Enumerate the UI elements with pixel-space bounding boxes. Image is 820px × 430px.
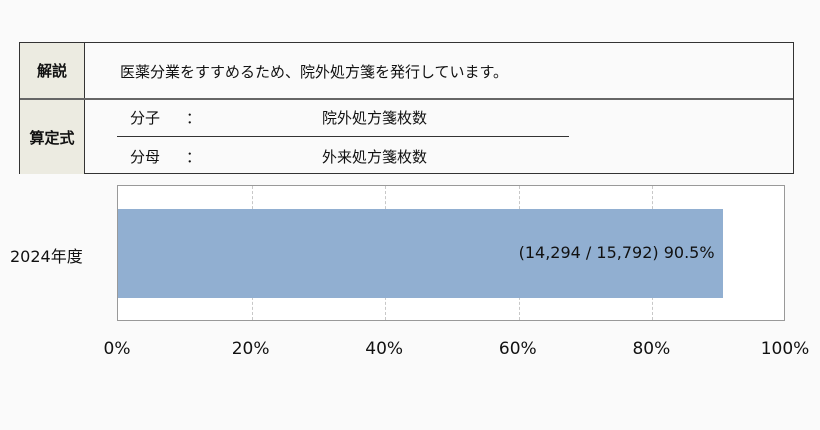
bar-2024 <box>118 209 723 298</box>
row-divider <box>20 98 793 100</box>
x-tick-label: 0% <box>103 339 131 359</box>
numerator-label: 分子 <box>130 109 161 127</box>
numerator-text: 院外処方箋枚数 <box>322 109 428 127</box>
formula-label: 算定式 <box>20 100 85 174</box>
x-tick-label: 60% <box>498 339 537 359</box>
indicator-table: 解説 医薬分業をすすめるため、院外処方箋を発行しています。 算定式 分子 ： 院… <box>19 42 794 174</box>
category-label: 2024年度 <box>10 247 83 266</box>
denominator-label: 分母 <box>130 148 161 166</box>
explanation-label: 解説 <box>20 43 85 98</box>
x-tick-label: 100% <box>760 339 810 359</box>
fraction-line <box>117 136 569 137</box>
explanation-text: 医薬分業をすすめるため、院外処方箋を発行しています。 <box>120 63 509 81</box>
denominator-text: 外来処方箋枚数 <box>322 148 428 166</box>
numerator-colon: ： <box>186 109 202 127</box>
denominator-colon: ： <box>186 148 202 166</box>
x-tick-label: 40% <box>365 339 404 359</box>
x-tick-label: 80% <box>632 339 671 359</box>
bar-data-label: (14,294 / 15,792) 90.5% <box>518 243 715 262</box>
plot-area: (14,294 / 15,792) 90.5% <box>117 185 785 321</box>
x-tick-label: 20% <box>231 339 270 359</box>
